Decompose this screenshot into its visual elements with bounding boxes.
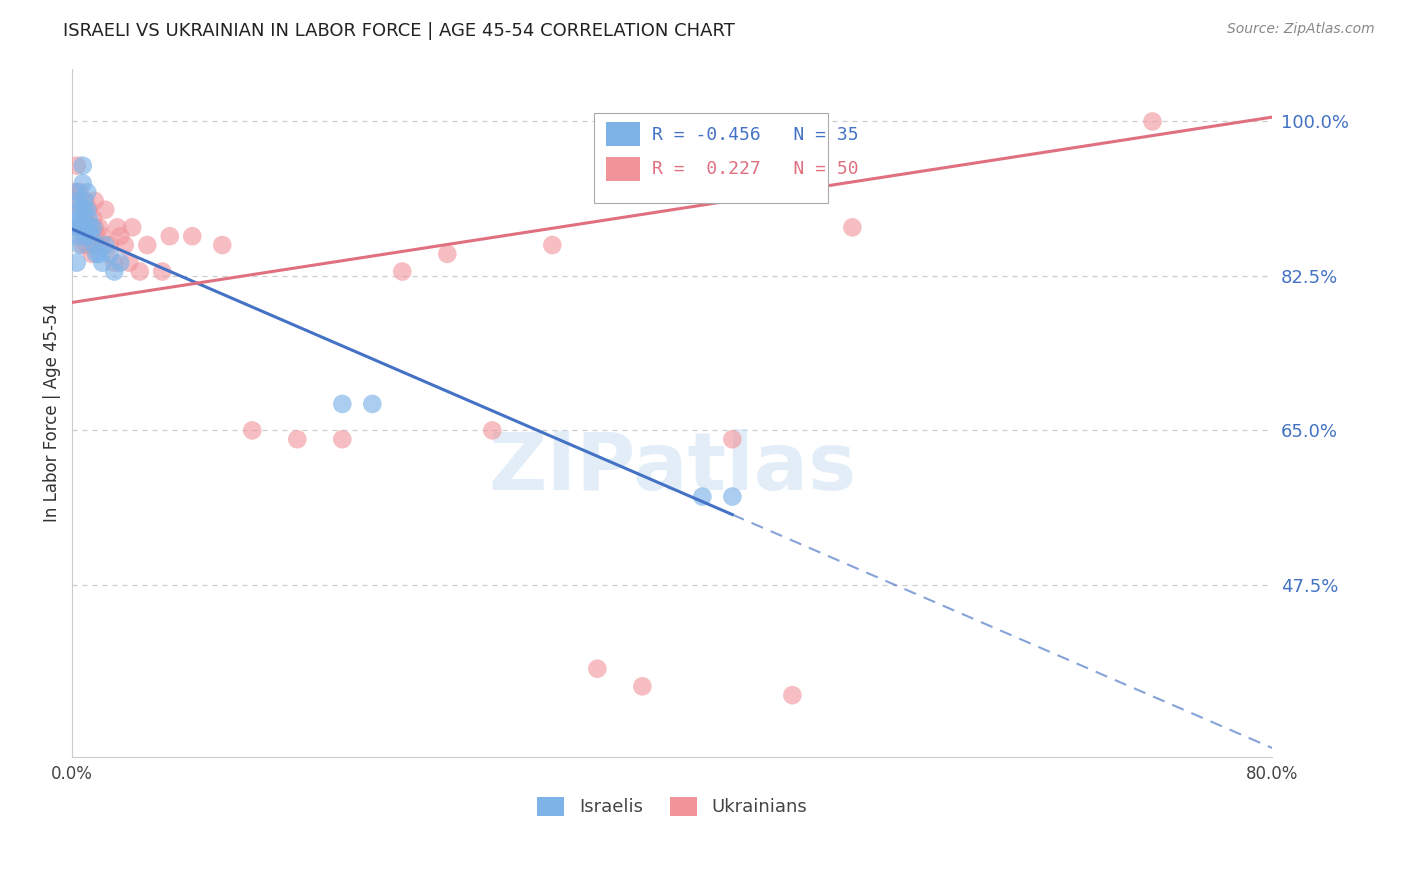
Point bbox=[181, 229, 204, 244]
Legend: Israelis, Ukrainians: Israelis, Ukrainians bbox=[530, 789, 814, 823]
Text: Source: ZipAtlas.com: Source: ZipAtlas.com bbox=[1227, 22, 1375, 37]
Point bbox=[84, 247, 107, 261]
Point bbox=[66, 256, 89, 270]
Point bbox=[240, 423, 263, 437]
Point bbox=[82, 220, 104, 235]
Point bbox=[721, 432, 744, 446]
Point bbox=[83, 238, 105, 252]
Point bbox=[69, 185, 91, 199]
Point bbox=[80, 247, 103, 261]
Point bbox=[66, 211, 89, 226]
Point bbox=[91, 229, 114, 244]
Point bbox=[94, 202, 117, 217]
Point bbox=[721, 490, 744, 504]
Point bbox=[631, 679, 654, 693]
Text: R = -0.456   N = 35: R = -0.456 N = 35 bbox=[652, 126, 859, 144]
Point bbox=[76, 238, 98, 252]
Point bbox=[65, 185, 87, 199]
Point bbox=[73, 194, 96, 208]
Point bbox=[150, 264, 173, 278]
Point bbox=[692, 490, 714, 504]
Point bbox=[72, 229, 94, 244]
Point bbox=[87, 238, 110, 252]
Point bbox=[67, 194, 90, 208]
Point bbox=[110, 256, 132, 270]
Point bbox=[94, 238, 117, 252]
Point bbox=[76, 202, 98, 217]
Point bbox=[89, 247, 111, 261]
Point bbox=[72, 159, 94, 173]
Point bbox=[72, 238, 94, 252]
Point bbox=[211, 238, 233, 252]
Point bbox=[98, 238, 121, 252]
Point bbox=[361, 397, 384, 411]
Point bbox=[76, 229, 98, 244]
Point bbox=[79, 220, 101, 235]
Point bbox=[110, 229, 132, 244]
Point bbox=[91, 256, 114, 270]
Y-axis label: In Labor Force | Age 45-54: In Labor Force | Age 45-54 bbox=[44, 303, 60, 522]
Point bbox=[103, 256, 125, 270]
Point bbox=[481, 423, 503, 437]
Point bbox=[80, 229, 103, 244]
Point bbox=[436, 247, 458, 261]
Point bbox=[67, 194, 90, 208]
Point bbox=[121, 220, 143, 235]
Point bbox=[72, 176, 94, 190]
Point bbox=[69, 202, 91, 217]
Point bbox=[89, 220, 111, 235]
Point bbox=[66, 159, 89, 173]
Point bbox=[67, 229, 90, 244]
Point bbox=[159, 229, 181, 244]
Point bbox=[75, 229, 97, 244]
Point bbox=[70, 220, 93, 235]
Point bbox=[103, 264, 125, 278]
Point bbox=[76, 185, 98, 199]
FancyBboxPatch shape bbox=[606, 122, 640, 146]
Point bbox=[75, 220, 97, 235]
Point bbox=[77, 211, 100, 226]
Point bbox=[114, 238, 136, 252]
Point bbox=[83, 220, 105, 235]
Point bbox=[69, 220, 91, 235]
Point bbox=[65, 220, 87, 235]
Point bbox=[69, 220, 91, 235]
Point bbox=[330, 397, 353, 411]
Point bbox=[70, 202, 93, 217]
FancyBboxPatch shape bbox=[595, 113, 828, 202]
Point bbox=[841, 220, 863, 235]
Point bbox=[285, 432, 308, 446]
Point bbox=[82, 211, 104, 226]
Point bbox=[66, 185, 89, 199]
Text: ISRAELI VS UKRAINIAN IN LABOR FORCE | AGE 45-54 CORRELATION CHART: ISRAELI VS UKRAINIAN IN LABOR FORCE | AG… bbox=[63, 22, 735, 40]
Point bbox=[105, 220, 128, 235]
Point bbox=[98, 247, 121, 261]
Point bbox=[75, 194, 97, 208]
FancyBboxPatch shape bbox=[606, 157, 640, 181]
Point bbox=[84, 229, 107, 244]
Point bbox=[136, 238, 159, 252]
Point bbox=[1142, 114, 1164, 128]
Point bbox=[77, 202, 100, 217]
Point bbox=[586, 662, 609, 676]
Point bbox=[79, 220, 101, 235]
Text: ZIPatlas: ZIPatlas bbox=[488, 429, 856, 507]
Point bbox=[541, 238, 564, 252]
Point bbox=[128, 264, 150, 278]
Point bbox=[73, 211, 96, 226]
Point bbox=[70, 211, 93, 226]
Point bbox=[83, 194, 105, 208]
Text: R =  0.227   N = 50: R = 0.227 N = 50 bbox=[652, 160, 859, 178]
Point bbox=[391, 264, 413, 278]
Point bbox=[69, 238, 91, 252]
Point bbox=[330, 432, 353, 446]
Point bbox=[782, 688, 804, 702]
Point bbox=[118, 256, 141, 270]
Point bbox=[73, 202, 96, 217]
Point bbox=[75, 220, 97, 235]
